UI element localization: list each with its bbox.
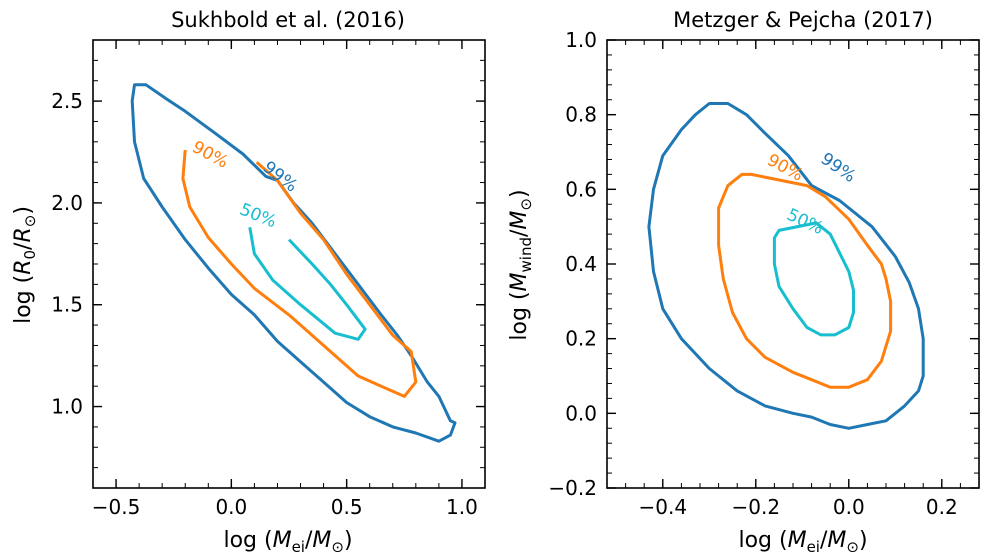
x-tick-label: −0.4 (639, 495, 688, 519)
x-tick-label: −0.2 (732, 495, 781, 519)
panel-right: Metzger & Pejcha (2017) log (Mej/M⊙) log… (507, 8, 980, 552)
x-tick-label: 0.0 (833, 495, 865, 519)
x-tick-label: −0.5 (92, 495, 141, 519)
contour-99-label: 99% (817, 149, 859, 187)
contour-90-line (717, 172, 893, 389)
contour-50-line (248, 227, 367, 341)
contour-50-label: 50% (237, 200, 280, 233)
contour-90-label: 90% (189, 137, 232, 172)
y-tick-label: 0.4 (565, 252, 597, 276)
y-tick-label: 2.5 (51, 89, 83, 113)
x-tick-label: 1.0 (446, 495, 478, 519)
y-tick-label: −0.2 (548, 476, 597, 500)
axes-frame (606, 39, 980, 489)
x-tick-label: 0.5 (331, 495, 363, 519)
y-tick-label: 0.8 (565, 103, 597, 127)
contour-99-line (130, 83, 457, 443)
y-tick-label: 0.2 (565, 327, 597, 351)
right-title: Metzger & Pejcha (2017) (673, 8, 933, 32)
contour-50-line (772, 221, 855, 337)
y-tick-label: 1.0 (51, 395, 83, 419)
panel-left: Sukhbold et al. (2016) log (Mej/M⊙) log … (11, 8, 486, 552)
left-title: Sukhbold et al. (2016) (171, 8, 405, 32)
contour-99-line (647, 102, 925, 430)
contour-90-line (181, 149, 418, 398)
contour-50-label: 50% (784, 205, 827, 239)
right-y-axis-label: log (Mwind/M⊙) (507, 189, 535, 340)
y-tick-label: 1.0 (565, 28, 597, 52)
y-tick-label: 0.0 (565, 401, 597, 425)
axes-frame (92, 39, 486, 489)
contour-99-label: 99% (259, 157, 301, 196)
y-tick-label: 2.0 (51, 191, 83, 215)
y-tick-label: 0.6 (565, 177, 597, 201)
right-x-axis-label: log (Mej/M⊙) (738, 528, 867, 552)
x-tick-label: 0.2 (926, 495, 958, 519)
x-tick-label: 0.0 (215, 495, 247, 519)
left-x-axis-label: log (Mej/M⊙) (223, 528, 352, 552)
left-y-axis-label: log (R0/R⊙) (11, 206, 39, 324)
y-tick-label: 1.5 (51, 293, 83, 317)
